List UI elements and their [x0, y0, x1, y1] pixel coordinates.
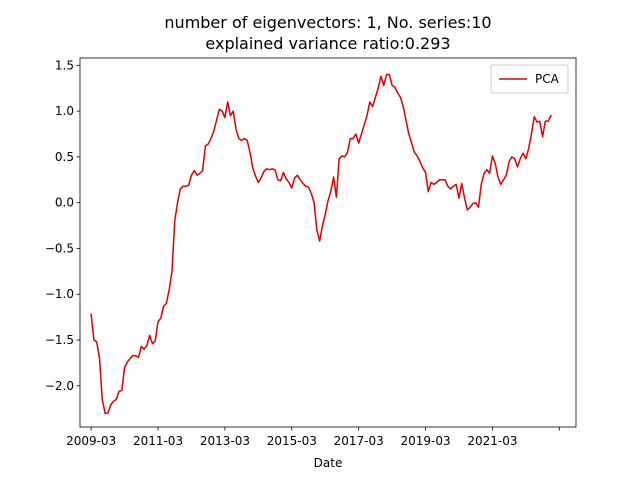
x-tick-label: 2017-03 — [334, 434, 384, 448]
x-axis-label: Date — [314, 456, 343, 470]
legend-label: PCA — [535, 72, 560, 86]
y-tick-label: −0.5 — [45, 241, 74, 255]
series-line-pca — [90, 73, 552, 415]
x-tick-label: 2013-03 — [200, 434, 250, 448]
x-tick-label: 2015-03 — [267, 434, 317, 448]
x-tick-label: 2019-03 — [400, 434, 450, 448]
y-tick-label: 1.5 — [55, 58, 74, 72]
y-tick-label: −1.5 — [45, 333, 74, 347]
y-tick-label: 0.5 — [55, 150, 74, 164]
plot-frame — [79, 57, 577, 428]
x-tick-label: 2021-03 — [467, 434, 517, 448]
x-tick-label: 2011-03 — [133, 434, 183, 448]
y-tick-label: −2.0 — [45, 379, 74, 393]
x-tick-label: 2009-03 — [66, 434, 116, 448]
plot-area: −2.0 −1.5 −1.0 −0.5 0.0 0.5 1.0 1.5 2009-03 2011-… — [45, 57, 577, 448]
y-tick-label: 0.0 — [55, 196, 74, 210]
y-tick-label: 1.0 — [55, 104, 74, 118]
y-tick-label: −1.0 — [45, 287, 74, 301]
chart-title-line-2: explained variance ratio:0.293 — [205, 34, 450, 53]
legend-box — [490, 64, 569, 94]
chart-title-line-1: number of eigenvectors: 1, No. series:10 — [164, 13, 491, 32]
